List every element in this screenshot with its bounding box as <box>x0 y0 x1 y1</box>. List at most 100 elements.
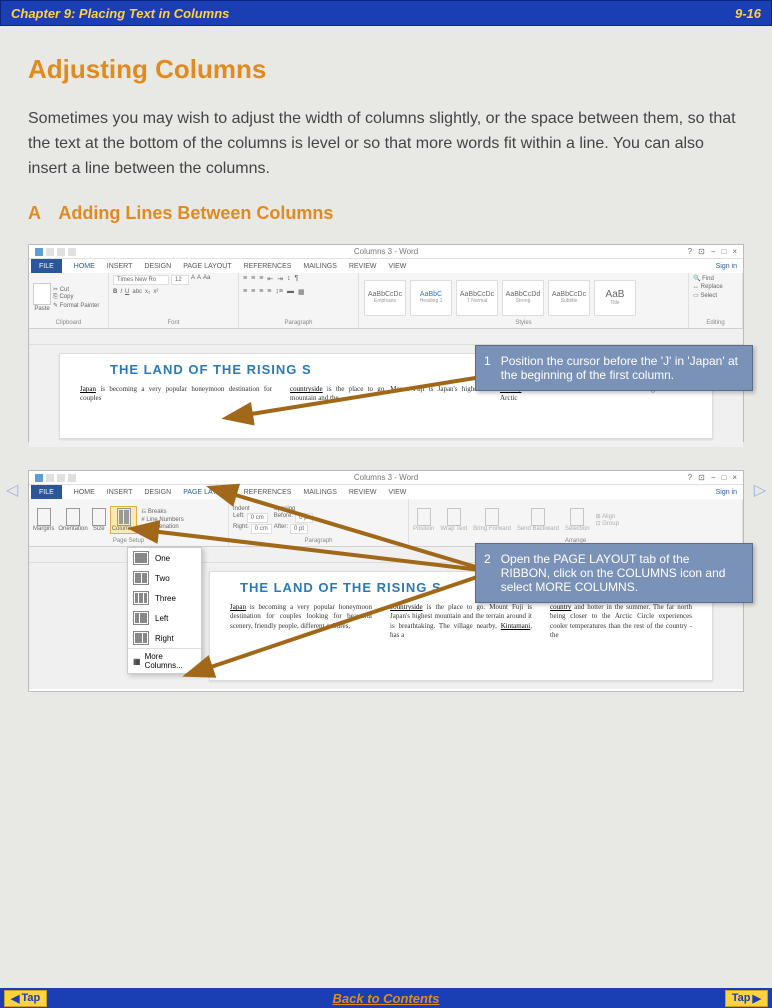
ribbon-toggle-icon[interactable]: ⊡ <box>698 247 705 256</box>
font-case-icon[interactable]: Aa <box>203 275 210 285</box>
align-btn[interactable]: ⊞ Align <box>596 513 619 520</box>
spacing-label: Spacing <box>274 506 313 512</box>
tab-pagelayout-2[interactable]: PAGE LAYOUT <box>183 489 231 496</box>
show-marks-icon[interactable]: ¶ <box>295 275 299 283</box>
tab-design-2[interactable]: DESIGN <box>144 489 171 496</box>
margins-btn[interactable]: Margins <box>33 508 54 532</box>
style-subtitle[interactable]: AaBbCcDcSubtitle <box>548 280 590 316</box>
group-btn[interactable]: ⊡ Group <box>596 520 619 527</box>
linenumbers-btn[interactable]: # Line Numbers <box>141 517 183 523</box>
breaks-btn[interactable]: ⎌ Breaks <box>141 509 183 516</box>
tab-home[interactable]: HOME <box>74 263 95 270</box>
tab-mailings-2[interactable]: MAILINGS <box>303 489 336 496</box>
sub-btn[interactable]: x₂ <box>145 289 150 295</box>
file-tab-2[interactable]: FILE <box>31 485 62 499</box>
replace-btn[interactable]: ↔ Replace <box>693 284 723 290</box>
backward-btn[interactable]: Send Backward <box>517 508 559 532</box>
align-center-icon[interactable]: ≡ <box>251 288 255 296</box>
columns-left[interactable]: Left <box>128 608 201 628</box>
style-strong[interactable]: AaBbCcDdStrong <box>502 280 544 316</box>
position-btn[interactable]: Position <box>413 508 434 532</box>
callout-1-num: 1 <box>484 354 491 382</box>
minimize-icon-2[interactable]: − <box>711 473 716 482</box>
font-name-select[interactable]: Times New Ro <box>113 275 169 285</box>
line-spacing-icon[interactable]: ↕≡ <box>275 288 283 296</box>
shading-icon[interactable]: ▬ <box>287 288 294 296</box>
font-size-select[interactable]: 12 <box>171 275 189 285</box>
tab-mailings[interactable]: MAILINGS <box>303 263 336 270</box>
indent-icon[interactable]: ⇥ <box>277 275 283 283</box>
size-btn[interactable]: Size <box>92 508 106 532</box>
paste-icon[interactable] <box>33 283 51 305</box>
strike-btn[interactable]: abc <box>132 289 142 295</box>
tab-view[interactable]: VIEW <box>388 263 406 270</box>
style-title[interactable]: AaBTitle <box>594 280 636 316</box>
footer-bar: ◀Tap Back to Contents Tap▶ <box>0 988 772 1008</box>
prev-page-arrow[interactable]: ◁ <box>6 480 18 500</box>
hyphenation-btn[interactable]: - Hyphenation <box>141 524 183 530</box>
copy-btn[interactable]: ⎘ Copy <box>53 294 99 301</box>
find-btn[interactable]: 🔍 Find <box>693 275 714 282</box>
selection-btn[interactable]: Selection <box>565 508 590 532</box>
help-icon-2[interactable]: ? <box>688 473 692 482</box>
font-grow-icon[interactable]: A <box>191 275 195 285</box>
signin-link[interactable]: Sign in <box>716 263 743 270</box>
borders-icon[interactable]: ▦ <box>298 288 305 296</box>
style-emphasis[interactable]: AaBbCcDcEmphasis <box>364 280 406 316</box>
close-icon[interactable]: × <box>732 247 737 256</box>
tab-home-2[interactable]: HOME <box>74 489 95 496</box>
tab-insert-2[interactable]: INSERT <box>107 489 133 496</box>
columns-two[interactable]: Two <box>128 568 201 588</box>
tab-references-2[interactable]: REFERENCES <box>244 489 292 496</box>
next-page-arrow[interactable]: ▷ <box>754 480 766 500</box>
select-btn[interactable]: ▭ Select <box>693 292 717 299</box>
more-columns[interactable]: ▦More Columns... <box>128 648 201 673</box>
underline-btn[interactable]: U <box>125 289 129 295</box>
tab-insert[interactable]: INSERT <box>107 263 133 270</box>
justify-icon[interactable]: ≡ <box>267 288 271 296</box>
sup-btn[interactable]: x² <box>153 289 158 295</box>
tab-design[interactable]: DESIGN <box>144 263 171 270</box>
maximize-icon[interactable]: □ <box>721 247 726 256</box>
format-painter-btn[interactable]: ✎ Format Painter <box>53 302 99 309</box>
style-normal[interactable]: AaBbCcDcT Normal <box>456 280 498 316</box>
italic-btn[interactable]: I <box>120 289 122 295</box>
bold-btn[interactable]: B <box>113 289 117 295</box>
spacing-before-input[interactable]: 0 pt <box>295 513 313 523</box>
tab-pagelayout[interactable]: PAGE LAYOUT <box>183 263 231 270</box>
tap-next-button[interactable]: Tap▶ <box>725 990 768 1007</box>
tab-references[interactable]: REFERENCES <box>244 263 292 270</box>
numbering-icon[interactable]: ≡ <box>251 275 255 283</box>
columns-three[interactable]: Three <box>128 588 201 608</box>
orientation-btn[interactable]: Orientation <box>58 508 87 532</box>
bullets-icon[interactable]: ≡ <box>243 275 247 283</box>
columns-one[interactable]: One <box>128 548 201 568</box>
back-to-contents-link[interactable]: Back to Contents <box>333 991 440 1006</box>
tab-review[interactable]: REVIEW <box>349 263 377 270</box>
signin-link-2[interactable]: Sign in <box>716 489 743 496</box>
wrap-btn[interactable]: Wrap Text <box>440 508 467 532</box>
align-left-icon[interactable]: ≡ <box>243 288 247 296</box>
columns-right[interactable]: Right <box>128 628 201 648</box>
help-icon[interactable]: ? <box>688 247 692 256</box>
spacing-after-input[interactable]: 0 pt <box>290 524 308 534</box>
tab-review-2[interactable]: REVIEW <box>349 489 377 496</box>
columns-btn[interactable]: Columns <box>110 506 138 534</box>
ribbon-toggle-icon-2[interactable]: ⊡ <box>698 473 705 482</box>
multilevel-icon[interactable]: ≡ <box>259 275 263 283</box>
cut-btn[interactable]: ✂ Cut <box>53 286 99 293</box>
indent-right-input[interactable]: 0 cm <box>251 524 272 534</box>
tap-prev-button[interactable]: ◀Tap <box>4 990 47 1007</box>
file-tab[interactable]: FILE <box>31 259 62 273</box>
maximize-icon-2[interactable]: □ <box>721 473 726 482</box>
tab-view-2[interactable]: VIEW <box>388 489 406 496</box>
sort-icon[interactable]: ↕ <box>287 275 291 283</box>
close-icon-2[interactable]: × <box>732 473 737 482</box>
font-shrink-icon[interactable]: A <box>197 275 201 285</box>
minimize-icon[interactable]: − <box>711 247 716 256</box>
indent-left-input[interactable]: 0 cm <box>247 513 268 523</box>
forward-btn[interactable]: Bring Forward <box>473 508 511 532</box>
align-right-icon[interactable]: ≡ <box>259 288 263 296</box>
style-heading1[interactable]: AaBbCHeading 1 <box>410 280 452 316</box>
outdent-icon[interactable]: ⇤ <box>267 275 273 283</box>
